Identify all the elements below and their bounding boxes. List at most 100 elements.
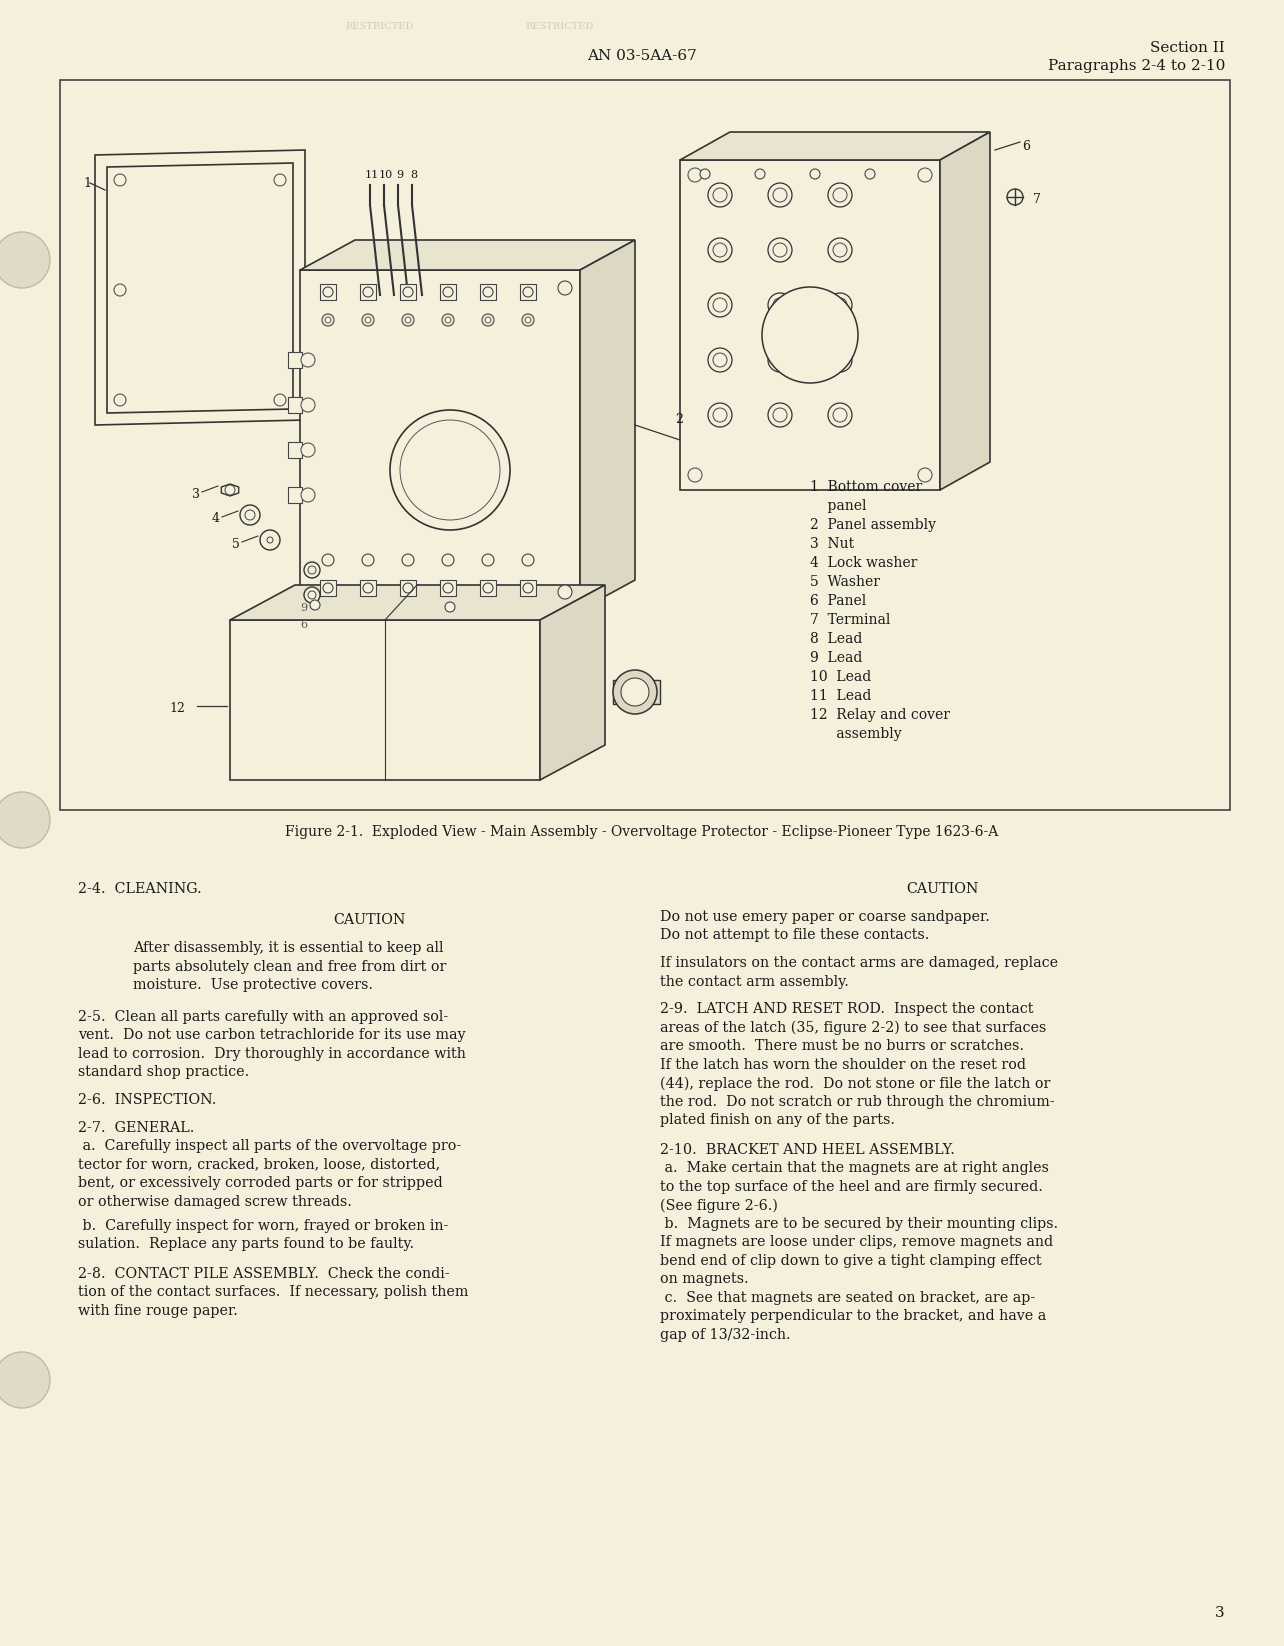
Text: vent.  Do not use carbon tetrachloride for its use may: vent. Do not use carbon tetrachloride fo… xyxy=(78,1029,466,1042)
Circle shape xyxy=(0,1351,50,1407)
Text: 5  Washer: 5 Washer xyxy=(810,574,880,589)
Text: areas of the latch (35, figure 2-2) to see that surfaces: areas of the latch (35, figure 2-2) to s… xyxy=(660,1021,1046,1035)
Text: 1  Bottom cover: 1 Bottom cover xyxy=(810,481,922,494)
Circle shape xyxy=(114,285,126,296)
Bar xyxy=(60,81,1230,810)
Bar xyxy=(480,579,496,596)
Text: 2-8.  CONTACT PILE ASSEMBLY.  Check the condi-: 2-8. CONTACT PILE ASSEMBLY. Check the co… xyxy=(78,1267,449,1281)
Circle shape xyxy=(322,314,334,326)
Text: Do not attempt to file these contacts.: Do not attempt to file these contacts. xyxy=(660,928,930,942)
Text: b.  Carefully inspect for worn, frayed or broken in-: b. Carefully inspect for worn, frayed or… xyxy=(78,1218,448,1233)
Polygon shape xyxy=(940,132,990,491)
Circle shape xyxy=(324,583,333,593)
Circle shape xyxy=(404,318,411,323)
Text: a.  Make certain that the magnets are at right angles: a. Make certain that the magnets are at … xyxy=(660,1162,1049,1175)
Circle shape xyxy=(300,352,315,367)
Circle shape xyxy=(713,298,727,313)
Text: standard shop practice.: standard shop practice. xyxy=(78,1065,249,1080)
Circle shape xyxy=(482,555,494,566)
Text: tector for worn, cracked, broken, loose, distorted,: tector for worn, cracked, broken, loose,… xyxy=(78,1157,440,1172)
Text: 7: 7 xyxy=(1034,193,1041,206)
Text: 2-4.  CLEANING.: 2-4. CLEANING. xyxy=(78,882,202,895)
Polygon shape xyxy=(681,132,990,160)
Circle shape xyxy=(833,188,847,202)
Circle shape xyxy=(1007,189,1023,206)
Circle shape xyxy=(403,286,413,296)
Text: on magnets.: on magnets. xyxy=(660,1272,749,1287)
Text: 3: 3 xyxy=(193,487,200,500)
Text: Paragraphs 2-4 to 2-10: Paragraphs 2-4 to 2-10 xyxy=(1048,59,1225,72)
Bar xyxy=(360,285,376,300)
Text: 3: 3 xyxy=(1216,1606,1225,1620)
Text: 2  Panel assembly: 2 Panel assembly xyxy=(810,518,936,532)
Circle shape xyxy=(325,318,331,323)
Text: 3  Nut: 3 Nut xyxy=(810,537,854,551)
Circle shape xyxy=(442,314,455,326)
Text: or otherwise damaged screw threads.: or otherwise damaged screw threads. xyxy=(78,1195,352,1208)
Text: 2-9.  LATCH AND RESET ROD.  Inspect the contact: 2-9. LATCH AND RESET ROD. Inspect the co… xyxy=(660,1002,1034,1016)
Circle shape xyxy=(810,170,820,179)
Circle shape xyxy=(300,443,315,458)
Text: plated finish on any of the parts.: plated finish on any of the parts. xyxy=(660,1113,895,1128)
Text: c.  See that magnets are seated on bracket, are ap-: c. See that magnets are seated on bracke… xyxy=(660,1290,1035,1305)
Circle shape xyxy=(443,583,453,593)
Circle shape xyxy=(240,505,259,525)
Text: a.  Carefully inspect all parts of the overvoltage pro-: a. Carefully inspect all parts of the ov… xyxy=(78,1139,461,1154)
Circle shape xyxy=(390,410,510,530)
Circle shape xyxy=(700,170,710,179)
Circle shape xyxy=(773,408,787,421)
Circle shape xyxy=(773,244,787,257)
Circle shape xyxy=(365,318,371,323)
Circle shape xyxy=(442,555,455,566)
Polygon shape xyxy=(580,240,636,611)
Text: If insulators on the contact arms are damaged, replace: If insulators on the contact arms are da… xyxy=(660,956,1058,969)
Circle shape xyxy=(612,670,657,714)
Text: lead to corrosion.  Dry thoroughly in accordance with: lead to corrosion. Dry thoroughly in acc… xyxy=(78,1047,466,1060)
Polygon shape xyxy=(300,270,580,611)
Polygon shape xyxy=(230,621,541,780)
Circle shape xyxy=(446,602,455,612)
Circle shape xyxy=(245,510,256,520)
Text: Do not use emery paper or coarse sandpaper.: Do not use emery paper or coarse sandpap… xyxy=(660,910,990,923)
Text: the rod.  Do not scratch or rub through the chromium-: the rod. Do not scratch or rub through t… xyxy=(660,1095,1054,1109)
Bar xyxy=(320,285,336,300)
Text: bend end of clip down to give a tight clamping effect: bend end of clip down to give a tight cl… xyxy=(660,1254,1041,1267)
Circle shape xyxy=(865,170,874,179)
Circle shape xyxy=(225,486,235,495)
Text: to the top surface of the heel and are firmly secured.: to the top surface of the heel and are f… xyxy=(660,1180,1043,1193)
Circle shape xyxy=(114,393,126,407)
Polygon shape xyxy=(95,150,306,425)
Circle shape xyxy=(0,792,50,848)
Circle shape xyxy=(713,352,727,367)
Text: CAUTION: CAUTION xyxy=(333,914,406,927)
Bar xyxy=(288,352,302,369)
Text: (44), replace the rod.  Do not stone or file the latch or: (44), replace the rod. Do not stone or f… xyxy=(660,1076,1050,1091)
Circle shape xyxy=(308,566,316,574)
Text: Figure 2-1.  Exploded View - Main Assembly - Overvoltage Protector - Eclipse-Pio: Figure 2-1. Exploded View - Main Assembl… xyxy=(285,825,999,839)
Bar xyxy=(288,443,302,458)
Bar xyxy=(288,487,302,504)
Bar xyxy=(480,285,496,300)
Text: with fine rouge paper.: with fine rouge paper. xyxy=(78,1304,238,1318)
Text: 11  Lead: 11 Lead xyxy=(810,690,872,703)
Circle shape xyxy=(483,286,493,296)
Circle shape xyxy=(0,232,50,288)
Text: parts absolutely clean and free from dirt or: parts absolutely clean and free from dir… xyxy=(134,960,447,974)
Circle shape xyxy=(273,393,286,407)
Circle shape xyxy=(713,244,727,257)
Text: gap of 13/32-inch.: gap of 13/32-inch. xyxy=(660,1328,791,1341)
Text: 4  Lock washer: 4 Lock washer xyxy=(810,556,917,570)
Text: bent, or excessively corroded parts or for stripped: bent, or excessively corroded parts or f… xyxy=(78,1177,443,1190)
Text: AN 03-5AA-67: AN 03-5AA-67 xyxy=(587,49,697,63)
Text: assembly: assembly xyxy=(810,728,901,741)
Text: 1: 1 xyxy=(83,178,91,189)
Circle shape xyxy=(322,555,334,566)
Text: 8  Lead: 8 Lead xyxy=(810,632,863,645)
Circle shape xyxy=(304,588,320,602)
Circle shape xyxy=(523,555,534,566)
Text: 2-7.  GENERAL.: 2-7. GENERAL. xyxy=(78,1121,194,1134)
Text: 5: 5 xyxy=(232,538,240,550)
Circle shape xyxy=(833,408,847,421)
Text: (See figure 2-6.): (See figure 2-6.) xyxy=(660,1198,778,1213)
Circle shape xyxy=(267,537,273,543)
